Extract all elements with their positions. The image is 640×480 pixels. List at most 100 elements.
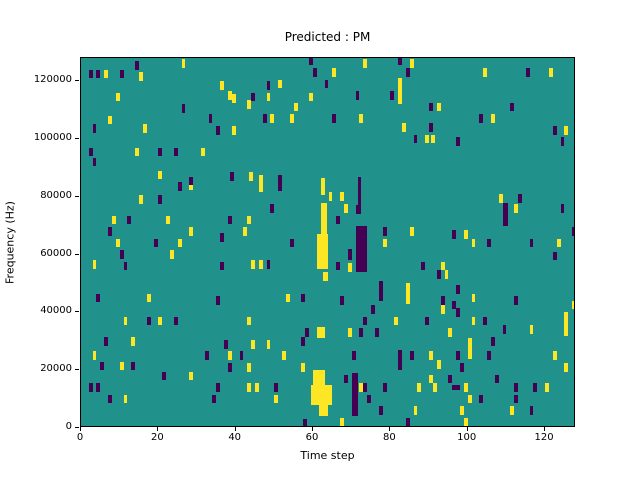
heatmap-cell-high — [181, 59, 186, 69]
heatmap-cell-low — [96, 69, 101, 79]
heatmap-cell-high — [429, 374, 433, 384]
heatmap-cell-low — [212, 394, 217, 404]
heatmap-cell-low — [229, 172, 234, 181]
heatmap-cell-high — [548, 68, 553, 77]
heatmap-cell-high — [409, 59, 414, 69]
heatmap-cell-low — [390, 91, 395, 100]
heatmap-cell-low — [525, 68, 530, 77]
heatmap-cell-high — [139, 72, 143, 82]
heatmap-cell-low — [224, 339, 228, 349]
heatmap-cell-high — [347, 263, 352, 272]
heatmap-cell-high — [231, 125, 236, 135]
heatmap-cell-high — [247, 215, 252, 225]
heatmap-cell-high — [514, 203, 518, 213]
heatmap-cell-high — [227, 351, 232, 361]
heatmap-cell-low — [92, 124, 97, 134]
heatmap-cell-high — [498, 193, 503, 203]
heatmap-cell-low — [220, 232, 225, 242]
heatmap-cell-low — [266, 260, 271, 270]
heatmap-cell-high — [111, 215, 116, 225]
heatmap-cell-low — [572, 227, 574, 236]
heatmap-cell-high — [382, 238, 387, 248]
x-axis-label: Time step — [300, 449, 355, 462]
heatmap-cell-low — [421, 261, 426, 271]
heatmap-cell-high — [119, 361, 124, 371]
heatmap-cell-low — [301, 293, 306, 303]
heatmap-cell-high — [274, 394, 279, 404]
x-tick-mark — [80, 427, 81, 431]
heatmap-plot-area — [80, 57, 575, 427]
heatmap-cell-high — [104, 69, 109, 79]
heatmap-cluster-low — [355, 225, 368, 272]
heatmap-cell-high — [169, 250, 174, 259]
heatmap-cluster-low — [502, 202, 509, 226]
heatmap-cell-low — [405, 68, 410, 77]
heatmap-cell-low — [490, 336, 495, 346]
heatmap-cell-high — [258, 175, 263, 184]
heatmap-cell-high — [251, 339, 256, 349]
heatmap-cell-high — [425, 134, 430, 144]
heatmap-cell-low — [533, 383, 538, 392]
x-tick-label: 80 — [383, 432, 396, 443]
heatmap-cell-high — [529, 325, 534, 335]
y-tick-mark — [75, 195, 79, 197]
heatmap-cell-low — [374, 328, 379, 337]
heatmap-cell-low — [452, 300, 457, 310]
heatmap-cell-high — [340, 192, 344, 202]
heatmap-cluster-high — [322, 271, 329, 281]
heatmap-cell-low — [552, 125, 557, 135]
heatmap-cell-low — [220, 261, 225, 271]
heatmap-cell-low — [340, 296, 344, 306]
heatmap-cell-low — [514, 296, 518, 306]
heatmap-cell-low — [88, 383, 93, 392]
heatmap-cell-low — [456, 284, 460, 294]
heatmap-cell-high — [231, 94, 236, 103]
heatmap-cell-high — [463, 417, 468, 426]
heatmap-cell-low — [262, 114, 267, 124]
heatmap-cell-high — [220, 81, 225, 90]
x-tick-label: 120 — [534, 432, 554, 443]
heatmap-cluster-low — [357, 176, 362, 206]
heatmap-cell-low — [173, 147, 178, 157]
heatmap-cluster-low — [355, 205, 362, 215]
heatmap-cluster-low — [351, 373, 358, 417]
heatmap-cell-high — [266, 339, 271, 349]
heatmap-cell-low — [336, 261, 341, 271]
heatmap-cell-low — [456, 308, 460, 317]
x-tick-mark — [312, 427, 314, 431]
heatmap-cell-high — [142, 124, 147, 134]
heatmap-cell-low — [398, 58, 402, 66]
heatmap-cell-low — [154, 238, 159, 248]
heatmap-cell-low — [158, 147, 163, 157]
heatmap-cell-low — [309, 58, 314, 66]
heatmap-cell-low — [479, 394, 484, 404]
heatmap-cell-high — [490, 114, 495, 124]
heatmap-cell-low — [413, 134, 418, 144]
heatmap-cell-high — [166, 215, 170, 225]
heatmap-cell-high — [108, 115, 112, 125]
heatmap-cell-high — [249, 172, 254, 181]
y-tick-mark — [75, 80, 79, 82]
heatmap-cell-low — [456, 137, 460, 147]
heatmap-cell-low — [440, 296, 445, 306]
heatmap-cell-high — [417, 383, 422, 392]
x-tick-mark — [157, 427, 159, 431]
heatmap-cell-low — [204, 351, 209, 361]
heatmap-cell-high — [320, 186, 325, 196]
heatmap-cell-low — [494, 374, 499, 384]
heatmap-cell-high — [444, 270, 449, 280]
y-tick-label: 60000 — [40, 247, 72, 259]
heatmap-cell-high — [131, 336, 136, 346]
heatmap-cell-low — [216, 125, 221, 135]
heatmap-cell-high — [401, 123, 406, 132]
heatmap-cell-low — [100, 361, 105, 371]
heatmap-cell-low — [456, 351, 460, 361]
heatmap-cell-high — [189, 227, 194, 236]
heatmap-cell-high — [309, 92, 314, 102]
x-tick-label: 0 — [76, 432, 84, 443]
heatmap-cell-high — [340, 417, 344, 426]
heatmap-cell-low — [479, 114, 484, 124]
heatmap-cell-low — [336, 215, 341, 225]
heatmap-cell-low — [514, 394, 518, 404]
